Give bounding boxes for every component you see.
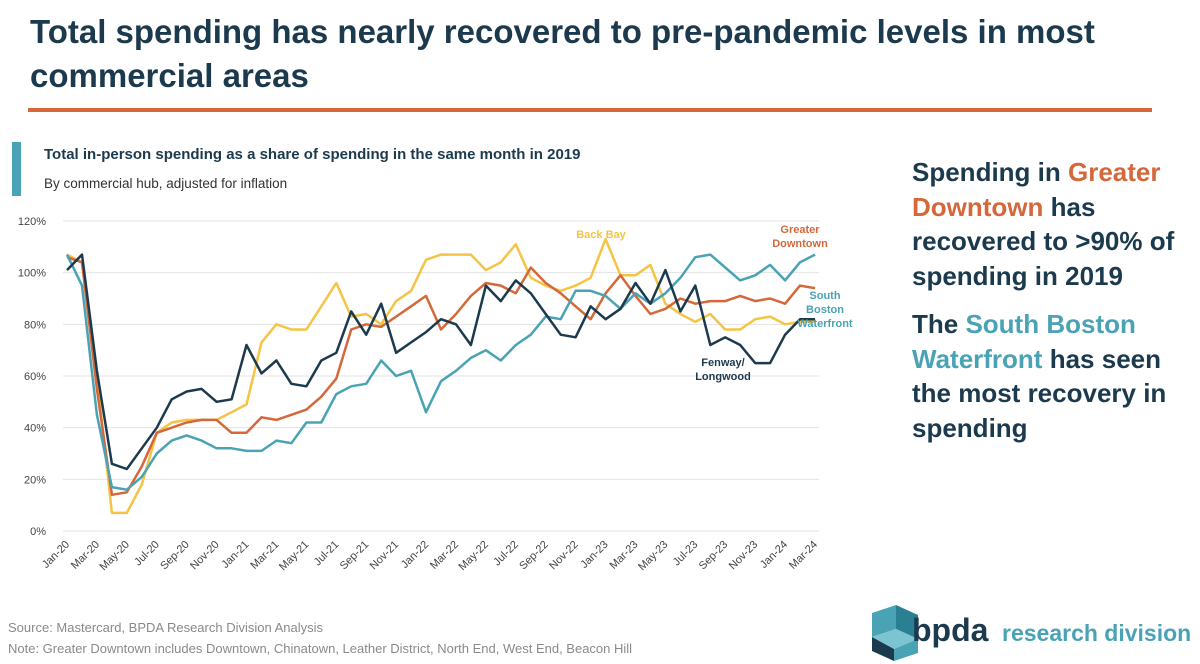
logo-text: bpda xyxy=(912,612,989,648)
x-tick-label: Mar-24 xyxy=(787,539,820,572)
x-tick-label: Nov-20 xyxy=(188,539,222,573)
summary-text: has seen the most recovery in spending xyxy=(912,343,1167,443)
y-tick-label: 40% xyxy=(24,423,46,435)
summary-text: Spending in xyxy=(912,157,1068,187)
subtitle-bar xyxy=(12,142,21,196)
x-tick-label: Sep-21 xyxy=(338,539,372,573)
y-tick-label: 60% xyxy=(24,371,46,383)
subtitle: Total in-person spending as a share of s… xyxy=(44,146,581,163)
x-tick-label: May-22 xyxy=(457,539,491,573)
y-tick-label: 100% xyxy=(18,268,46,280)
series-label: South Boston Waterfront xyxy=(797,290,853,330)
x-tick-label: Jan-22 xyxy=(399,539,431,571)
x-tick-label: Nov-23 xyxy=(727,539,761,573)
summary-text: Greater Downtown xyxy=(912,157,1161,222)
title-rule xyxy=(28,108,1152,112)
subtitle-detail: By commercial hub, adjusted for inflatio… xyxy=(44,176,288,191)
x-tick-label: Mar-21 xyxy=(248,539,281,572)
series-label: Fenway/ Longwood xyxy=(695,357,751,383)
series-line xyxy=(66,237,815,515)
series-line xyxy=(66,256,816,497)
y-tick-label: 120% xyxy=(18,216,46,228)
x-tick-label: May-20 xyxy=(98,539,132,573)
x-tick-label: Sep-20 xyxy=(158,539,192,573)
logo-icon xyxy=(872,605,918,661)
summary-paragraph: The South Boston Waterfront has seen the… xyxy=(912,307,1187,445)
x-tick-label: Jan-21 xyxy=(219,539,251,571)
summary-text: The xyxy=(912,309,966,339)
x-tick-label: Jan-24 xyxy=(758,539,790,571)
y-tick-label: 0% xyxy=(30,526,46,538)
series-label: Greater Downtown xyxy=(772,224,828,250)
summary-paragraph: Spending in Greater Downtown has recover… xyxy=(912,155,1187,293)
summary-panel: Spending in Greater Downtown has recover… xyxy=(912,155,1187,459)
x-tick-label: Mar-23 xyxy=(607,539,640,572)
x-tick-label: Nov-22 xyxy=(547,539,581,573)
x-tick-label: Mar-22 xyxy=(428,539,461,572)
chart: 0% 20% 40% 60% 80% 100% 120% Jan-20Mar-20May-20… xyxy=(18,216,820,573)
x-tick-label: Nov-21 xyxy=(368,539,402,573)
note: Note: Greater Downtown includes Downtown… xyxy=(8,641,633,656)
x-tick-label: Sep-23 xyxy=(697,539,731,573)
source: Source: Mastercard, BPDA Research Divisi… xyxy=(8,620,324,635)
x-tick-label: May-23 xyxy=(636,539,670,573)
series-label: Back Bay xyxy=(576,229,626,241)
x-tick-label: Jan-23 xyxy=(578,539,610,571)
x-tick-label: May-21 xyxy=(277,539,311,573)
x-tick-label: Mar-20 xyxy=(69,539,102,572)
series-line xyxy=(65,253,816,491)
logo-subtext: research division xyxy=(1002,620,1192,646)
y-tick-label: 80% xyxy=(24,319,46,331)
title: Total spending has nearly recovered to p… xyxy=(30,13,1095,94)
series-line xyxy=(66,253,815,471)
x-tick-label: Jan-20 xyxy=(40,539,72,571)
summary-text: South Boston Waterfront xyxy=(912,309,1136,374)
x-tick-label: Sep-22 xyxy=(517,539,551,573)
summary-text: has recovered to >90% of spending in 201… xyxy=(912,191,1175,291)
y-tick-label: 20% xyxy=(24,474,46,486)
